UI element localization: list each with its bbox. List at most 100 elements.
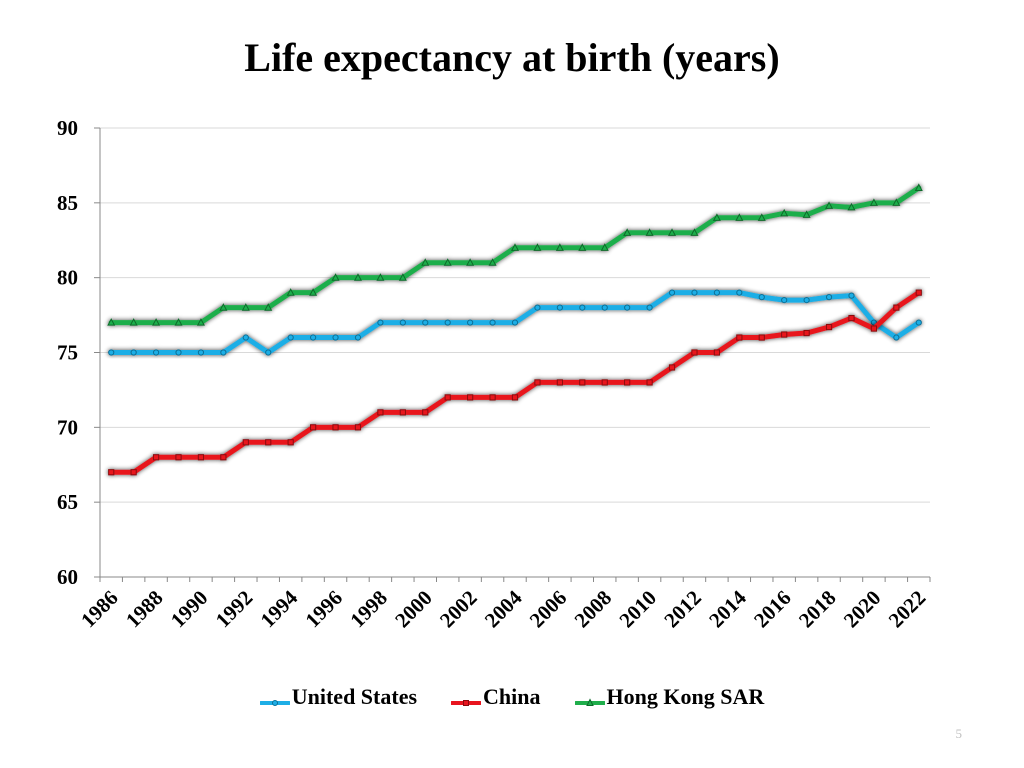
point-hong-kong-sar-2013 xyxy=(712,213,721,221)
point-united-states-1995 xyxy=(310,334,317,341)
point-united-states-2005 xyxy=(534,304,541,311)
series-hong-kong-sar xyxy=(107,183,923,326)
point-united-states-2015 xyxy=(758,294,765,301)
point-hong-kong-sar-1994 xyxy=(286,288,295,296)
x-tick-label-1992: 1992 xyxy=(211,586,258,633)
point-china-2009 xyxy=(624,379,631,386)
x-tick-label-2018: 2018 xyxy=(794,586,841,633)
point-china-2016 xyxy=(781,331,788,338)
legend-item-hong-kong-sar: Hong Kong SAR xyxy=(573,684,765,710)
point-hong-kong-sar-1997 xyxy=(353,273,363,281)
point-united-states-2013 xyxy=(713,289,720,296)
point-hong-kong-sar-2005 xyxy=(533,243,542,251)
series-china xyxy=(108,289,922,476)
point-united-states-1989 xyxy=(175,349,182,356)
x-tick-label-1990: 1990 xyxy=(166,586,213,633)
point-hong-kong-sar-2003 xyxy=(488,258,497,266)
y-tick-label-60: 60 xyxy=(57,565,78,589)
point-hong-kong-sar-1986 xyxy=(107,318,116,326)
point-united-states-2002 xyxy=(467,319,474,326)
point-hong-kong-sar-1993 xyxy=(264,303,273,311)
point-united-states-2018 xyxy=(825,294,833,301)
point-hong-kong-sar-2010 xyxy=(645,228,654,236)
series-layer xyxy=(107,183,923,476)
x-tick-label-2004: 2004 xyxy=(480,585,527,632)
point-united-states-2000 xyxy=(422,319,429,326)
point-china-2000 xyxy=(422,409,429,416)
point-hong-kong-sar-1996 xyxy=(331,273,340,281)
point-united-states-1997 xyxy=(354,334,362,341)
point-united-states-2011 xyxy=(668,289,676,296)
point-china-1987 xyxy=(130,469,137,476)
point-united-states-2019 xyxy=(848,292,855,299)
point-hong-kong-sar-2012 xyxy=(690,228,699,236)
point-united-states-2014 xyxy=(736,289,743,296)
point-united-states-1998 xyxy=(377,319,384,326)
point-china-2010 xyxy=(646,379,653,386)
x-tick-label-1998: 1998 xyxy=(345,586,392,633)
point-united-states-2001 xyxy=(444,319,451,326)
point-hong-kong-sar-1988 xyxy=(152,318,161,326)
point-united-states-1987 xyxy=(130,349,137,356)
point-united-states-2004 xyxy=(511,319,519,326)
point-china-1991 xyxy=(220,454,227,461)
y-tick-label-80: 80 xyxy=(57,266,78,290)
legend: United States China Hong Kong SAR xyxy=(0,684,1024,710)
point-china-2003 xyxy=(489,394,496,401)
point-china-2011 xyxy=(668,364,676,371)
point-china-2004 xyxy=(511,394,519,401)
point-china-2006 xyxy=(556,379,563,386)
point-china-1994 xyxy=(287,439,294,446)
axes: 60 65 70 75 80 85 90 19861988199019921994199619… xyxy=(57,116,931,633)
point-united-states-2016 xyxy=(781,297,788,304)
chart-title: Life expectancy at birth (years) xyxy=(244,35,780,80)
point-hong-kong-sar-2017 xyxy=(802,210,811,218)
point-china-2017 xyxy=(803,329,810,337)
point-hong-kong-sar-1991 xyxy=(219,303,228,311)
point-hong-kong-sar-2006 xyxy=(555,243,564,251)
y-tick-label-85: 85 xyxy=(57,191,78,215)
point-hong-kong-sar-2015 xyxy=(757,213,766,221)
legend-swatch-united-states xyxy=(258,690,291,706)
x-tick-label-2002: 2002 xyxy=(435,586,482,633)
point-united-states-1992 xyxy=(242,334,249,341)
x-tick-label-1988: 1988 xyxy=(121,586,168,633)
point-china-2008 xyxy=(601,379,608,386)
x-tick-label-2006: 2006 xyxy=(525,586,572,633)
point-hong-kong-sar-2018 xyxy=(825,201,834,209)
x-tick-label-2020: 2020 xyxy=(839,586,886,633)
point-hong-kong-sar-1992 xyxy=(241,303,250,311)
y-tick-label-65: 65 xyxy=(57,490,78,514)
x-tick-label-1996: 1996 xyxy=(300,586,347,633)
point-united-states-1988 xyxy=(152,349,160,356)
point-united-states-2022 xyxy=(915,319,922,326)
point-hong-kong-sar-1990 xyxy=(196,318,205,326)
point-hong-kong-sar-2000 xyxy=(421,258,430,266)
point-united-states-1991 xyxy=(220,349,227,356)
point-china-2007 xyxy=(579,379,586,386)
point-hong-kong-sar-1995 xyxy=(309,288,318,296)
x-tick-label-2014: 2014 xyxy=(704,585,751,632)
point-china-2005 xyxy=(534,379,541,386)
point-hong-kong-sar-2008 xyxy=(600,243,609,251)
point-china-2015 xyxy=(758,334,765,341)
series-united-states xyxy=(108,289,922,356)
point-china-2018 xyxy=(825,323,833,331)
legend-label-hong-kong-sar: Hong Kong SAR xyxy=(606,684,765,709)
point-hong-kong-sar-2016 xyxy=(780,208,789,217)
point-china-1995 xyxy=(310,424,317,431)
grid-lines xyxy=(100,127,930,503)
point-hong-kong-sar-2002 xyxy=(466,258,475,266)
point-china-1996 xyxy=(332,424,339,431)
point-hong-kong-sar-2020 xyxy=(869,198,878,206)
page-number: 5 xyxy=(955,726,963,741)
point-united-states-2009 xyxy=(624,304,631,311)
x-tick-label-2000: 2000 xyxy=(390,586,437,633)
point-united-states-2006 xyxy=(556,304,563,311)
x-tick-label-2010: 2010 xyxy=(614,586,661,633)
point-hong-kong-sar-2014 xyxy=(735,213,744,221)
y-tick-label-75: 75 xyxy=(57,341,78,365)
legend-label-china: China xyxy=(483,684,541,709)
point-united-states-1994 xyxy=(287,334,294,341)
point-united-states-1990 xyxy=(197,349,205,356)
